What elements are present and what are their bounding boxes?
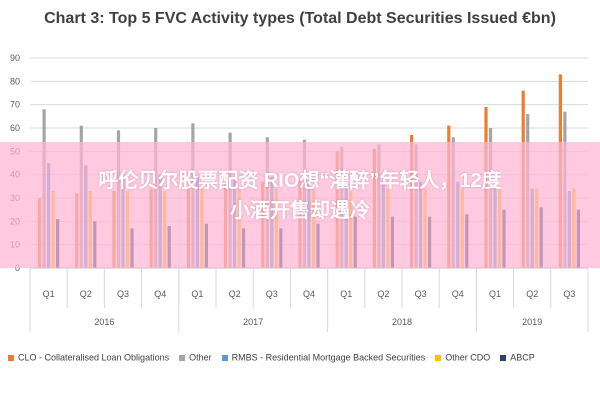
y-tick-label: 90 [10,53,20,63]
x-tick-label: Q2 [229,289,241,299]
x-tick-label: Q4 [154,289,166,299]
legend-label: Other [189,352,212,363]
legend-label: RMBS - Residential Mortgage Backed Secur… [231,352,426,363]
x-axis: Q1 Q2 Q3 Q4 Q1 Q2 Q3 Q4 Q1 Q2 Q3 Q4 Q1 Q2 Q3 2016 2017 20… [29,267,589,332]
y-tick-label: 80 [10,76,20,86]
legend-swatch [500,354,507,361]
legend-item: Other [179,352,212,363]
x-tick-label: Q1 [340,289,352,299]
year-label: 2019 [522,317,542,327]
x-tick-label: Q2 [377,289,389,299]
x-tick-label: Q2 [80,289,92,299]
x-tick-label: Q1 [191,289,203,299]
x-tick-label: Q4 [303,289,315,299]
legend-label: CLO - Collateralised Loan Obligations [18,352,170,363]
chart-title: Chart 3: Top 5 FVC Activity types (Total… [44,10,556,27]
year-label: 2018 [392,317,412,327]
overlay-headline-line: 呼伦贝尔股票配资 RIO想“灌醉”年轻人，12度 [98,170,502,192]
legend-item: ABCP [500,352,535,363]
y-tick-label: 70 [10,100,20,110]
legend-item: RMBS - Residential Mortgage Backed Secur… [221,352,426,363]
x-tick-label: Q3 [266,289,278,299]
legend: CLO - Collateralised Loan Obligations Oth… [8,352,598,363]
x-tick-label: Q1 [43,289,55,299]
legend-swatch [179,354,186,361]
x-tick-label: Q3 [563,289,575,299]
legend-swatch [221,354,228,361]
year-label: 2017 [243,317,263,327]
overlay-headline-line: 小酒开售却遇冷 [230,200,370,222]
legend-swatch [8,354,14,361]
year-label: 2016 [94,317,114,327]
legend-label: ABCP [510,352,535,363]
legend-item: Other CDO [435,352,490,363]
overlay-headline[interactable]: 呼伦贝尔股票配资 RIO想“灌醉”年轻人，12度 小酒开售却遇冷 [20,166,580,226]
legend-label: Other CDO [445,352,491,363]
x-tick-label: Q3 [415,289,427,299]
y-tick-label: 0 [15,263,20,273]
x-tick-label: Q2 [526,289,538,299]
y-tick-label: 60 [10,123,20,133]
x-tick-label: Q1 [489,289,501,299]
overlay-banner [0,142,600,268]
legend-swatch [435,354,442,361]
legend-item: CLO - Collateralised Loan Obligations [8,352,169,363]
x-tick-label: Q4 [452,289,464,299]
x-tick-label: Q3 [117,289,129,299]
